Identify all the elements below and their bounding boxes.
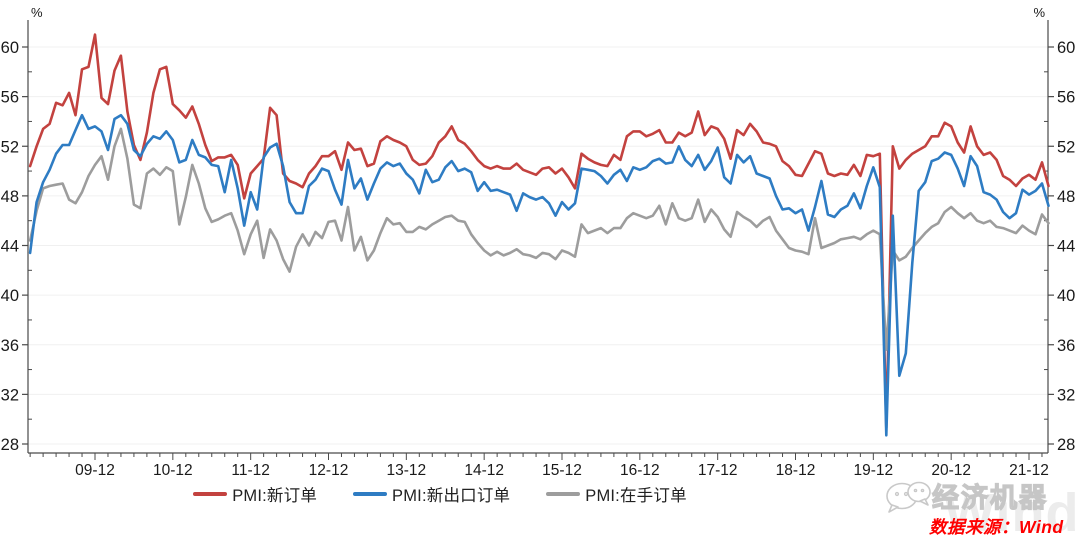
gray-line-swatch <box>546 492 581 496</box>
y-tick-label-right: 44 <box>1057 238 1075 256</box>
x-tick-label: 12-12 <box>309 462 349 479</box>
y-tick-label-left: 32 <box>1 386 19 404</box>
brand-logo-block: 经济机器 <box>884 477 1048 519</box>
series-line-0 <box>28 33 1050 430</box>
x-tick-label: 10-12 <box>153 462 193 479</box>
legend-item-new-orders: PMI:新订单 <box>193 482 317 506</box>
wechat-logo-icon <box>886 481 931 513</box>
x-tick-label: 09-12 <box>75 462 115 479</box>
legend-label: PMI:新订单 <box>232 487 318 505</box>
y-tick-label-left: 52 <box>1 138 19 156</box>
y-tick-label-right: 60 <box>1057 39 1075 57</box>
y-tick-label-right: 40 <box>1057 287 1075 305</box>
wind-watermark: Wind <box>944 483 1080 541</box>
series-line-2 <box>28 127 1050 352</box>
x-tick-label: 11-12 <box>231 462 270 479</box>
y-tick-label-right: 32 <box>1057 386 1075 404</box>
y-tick-label-right: 36 <box>1057 337 1075 355</box>
x-tick-label: 13-12 <box>387 462 427 479</box>
series-line-1 <box>28 113 1050 437</box>
y-tick-label-right: 56 <box>1057 89 1075 107</box>
legend-item-backlog-orders: PMI:在手订单 <box>546 482 687 506</box>
x-tick-label: 14-12 <box>464 462 504 479</box>
chart-legend: PMI:新订单 PMI:新出口订单 PMI:在手订单 <box>0 482 880 506</box>
y-tick-label-left: 60 <box>1 39 19 57</box>
legend-label: PMI:新出口订单 <box>392 487 511 505</box>
x-tick-label: 18-12 <box>776 462 816 479</box>
blue-line-swatch <box>353 492 388 496</box>
y-axis-unit-right: % <box>1033 5 1045 20</box>
y-tick-label-right: 28 <box>1057 436 1075 454</box>
y-tick-label-left: 36 <box>1 337 19 355</box>
y-tick-label-left: 56 <box>1 89 19 107</box>
legend-label: PMI:在手订单 <box>585 487 687 505</box>
y-tick-label-left: 28 <box>1 436 19 454</box>
brand-name: 经济机器 <box>931 482 1048 513</box>
red-line-swatch <box>193 492 228 496</box>
y-tick-label-left: 44 <box>1 238 19 256</box>
series-lines <box>28 33 1050 437</box>
data-source-label: 数据来源：Wind <box>929 517 1064 537</box>
y-tick-label-right: 52 <box>1057 138 1075 156</box>
axes: 28 28 32 32 36 36 40 40 44 44 48 48 52 52 56 56 60 60 09-1… <box>1 20 1075 479</box>
y-tick-label-right: 48 <box>1057 188 1075 206</box>
legend-item-new-export-orders: PMI:新出口订单 <box>353 482 510 506</box>
x-tick-label: 21-12 <box>1009 462 1049 479</box>
gridlines <box>28 46 1048 445</box>
x-tick-label: 16-12 <box>620 462 660 479</box>
x-tick-label: 20-12 <box>931 462 971 479</box>
x-tick-label: 19-12 <box>854 462 894 479</box>
y-axis-unit-left: % <box>31 5 43 20</box>
x-tick-label: 15-12 <box>542 462 582 479</box>
x-tick-label: 17-12 <box>698 462 738 479</box>
y-tick-label-left: 48 <box>1 188 19 206</box>
y-tick-label-left: 40 <box>1 287 19 305</box>
